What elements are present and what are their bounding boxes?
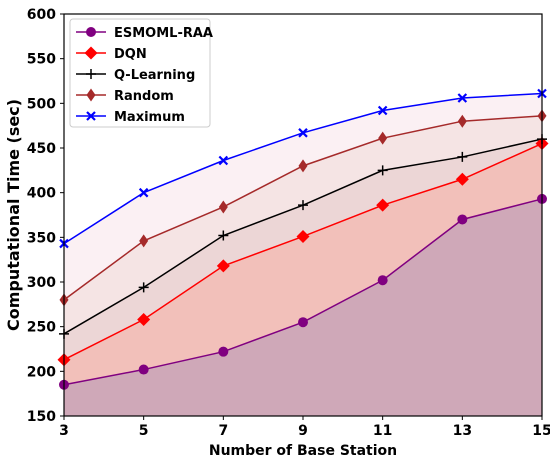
data-point-4-4: [298, 159, 308, 173]
data-point-5-4: [298, 128, 308, 138]
data-point-5-3: [218, 155, 229, 166]
y-tick-label: 600: [27, 7, 56, 23]
data-point-2-2: [137, 313, 151, 327]
legend-item: Maximum: [76, 110, 185, 125]
area-fill-3: [64, 139, 542, 360]
y-tick-label: 400: [27, 186, 56, 202]
data-point-2-5: [376, 198, 390, 212]
data-point-2-3: [216, 259, 230, 273]
y-tick-label: 350: [27, 230, 56, 246]
legend-marker: [86, 111, 96, 121]
x-tick-label: 9: [298, 423, 308, 439]
area-fill-5: [64, 93, 542, 300]
x-axis-title: Number of Base Station: [209, 443, 397, 459]
y-tick-label: 550: [27, 52, 56, 68]
legend-marker: [86, 88, 96, 102]
legend-item: ESMOML-RAA: [76, 26, 213, 41]
legend: ESMOML-RAA DQN Q-Learning Random Maximum: [69, 18, 213, 128]
x-tick-label: 5: [139, 423, 149, 439]
data-point-3-5: [377, 165, 388, 176]
y-tick-label: 450: [27, 141, 56, 157]
legend-item: Random: [76, 88, 174, 104]
data-point-3-6: [457, 151, 468, 162]
data-point-2-4: [296, 229, 310, 243]
y-tick-label: 150: [27, 409, 56, 425]
x-tick-label: 15: [532, 423, 550, 439]
y-axis-title: Computational Time (sec): [4, 99, 23, 331]
data-point-4-6: [457, 114, 467, 128]
legend-marker: [86, 69, 96, 79]
x-tick-label: 11: [373, 423, 392, 439]
data-point-4-5: [378, 131, 388, 145]
data-point-4-2: [139, 234, 149, 248]
legend-marker: [86, 27, 96, 37]
legend-marker: [84, 46, 98, 60]
y-tick-label: 250: [27, 320, 56, 336]
data-point-1-4: [298, 317, 308, 328]
data-point-3-2: [138, 282, 149, 293]
data-point-2-6: [455, 172, 469, 186]
legend-label: Maximum: [114, 110, 185, 125]
legend-item: Q-Learning: [76, 68, 195, 83]
legend-label: Random: [114, 89, 174, 104]
data-point-3-3: [218, 230, 229, 241]
area-fill-2: [64, 143, 542, 385]
data-point-1-2: [138, 364, 149, 375]
legend-label: ESMOML-RAA: [114, 26, 213, 41]
data-point-1-6: [457, 214, 468, 225]
data-point-3-4: [298, 200, 308, 211]
area-fills: [64, 93, 542, 416]
x-axis-ticks: 3 5 7 9 11 13 15: [59, 416, 550, 439]
legend-item: DQN: [76, 46, 147, 62]
data-point-1-3: [218, 346, 229, 357]
y-axis-ticks: 150 200 250 300 350 400 450 500 550 600: [27, 7, 64, 425]
legend-label: Q-Learning: [114, 68, 195, 83]
data-point-5-6: [457, 93, 468, 103]
legend-box: [69, 18, 211, 128]
data-point-5-5: [377, 105, 388, 116]
y-tick-label: 500: [27, 96, 56, 112]
data-point-5-2: [138, 187, 149, 198]
legend-label: DQN: [114, 47, 147, 62]
area-fill-1: [64, 198, 542, 416]
data-point-1-5: [377, 275, 388, 286]
data-point-4-3: [218, 200, 228, 214]
x-tick-label: 3: [59, 423, 69, 439]
x-tick-label: 13: [453, 423, 472, 439]
area-fill-4: [64, 115, 542, 334]
x-tick-label: 7: [218, 423, 228, 439]
y-tick-label: 200: [27, 364, 56, 380]
y-tick-label: 300: [27, 275, 56, 291]
